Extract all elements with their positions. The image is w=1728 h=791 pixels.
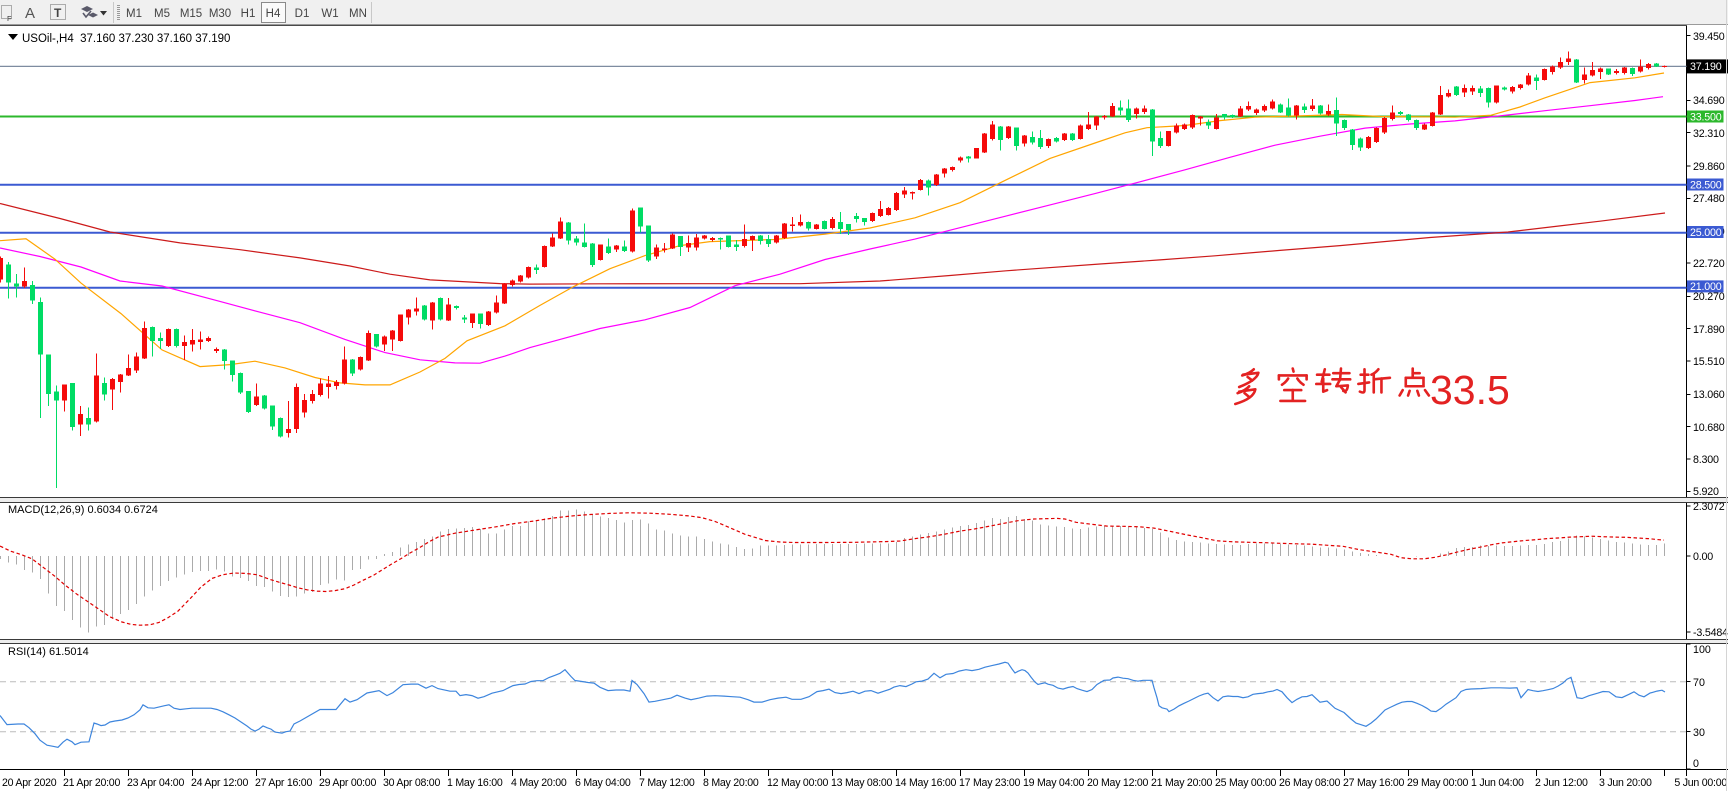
svg-text:27.480: 27.480: [1693, 193, 1725, 205]
svg-text:RSI(14) 61.5014: RSI(14) 61.5014: [8, 646, 89, 658]
svg-text:15.510: 15.510: [1693, 356, 1725, 368]
svg-text:10.680: 10.680: [1693, 422, 1725, 434]
svg-text:29.860: 29.860: [1693, 161, 1725, 173]
svg-text:2.3072: 2.3072: [1693, 501, 1725, 513]
svg-text:13.060: 13.060: [1693, 389, 1725, 401]
svg-text:1 May 16:00: 1 May 16:00: [447, 777, 503, 789]
svg-text:21.000: 21.000: [1690, 281, 1722, 293]
svg-text:8 May 20:00: 8 May 20:00: [703, 777, 759, 789]
svg-text:22.720: 22.720: [1693, 258, 1725, 270]
svg-text:29 Apr 00:00: 29 Apr 00:00: [319, 777, 376, 789]
svg-text:33.5: 33.5: [1430, 367, 1510, 413]
svg-text:24 Apr 12:00: 24 Apr 12:00: [191, 777, 248, 789]
svg-text:30: 30: [1693, 727, 1705, 739]
svg-text:M15: M15: [180, 8, 202, 20]
svg-text:0.00: 0.00: [1693, 551, 1713, 563]
svg-text:4 May 20:00: 4 May 20:00: [511, 777, 567, 789]
svg-text:5 Jun 00:00: 5 Jun 00:00: [1674, 777, 1727, 789]
svg-text:M5: M5: [154, 8, 170, 20]
svg-text:USOil-,H4 37.160 37.230 37.16: USOil-,H4 37.160 37.230 37.160 37.190: [22, 33, 230, 45]
svg-text:T: T: [54, 6, 62, 20]
svg-text:D1: D1: [295, 8, 310, 20]
svg-text:MACD(12,26,9) 0.6034 0.6724: MACD(12,26,9) 0.6034 0.6724: [8, 504, 158, 516]
svg-text:37.190: 37.190: [1690, 61, 1722, 73]
svg-text:A: A: [25, 5, 35, 22]
svg-text:13 May 08:00: 13 May 08:00: [831, 777, 893, 789]
svg-text:2 Jun 12:00: 2 Jun 12:00: [1535, 777, 1588, 789]
svg-text:F: F: [7, 14, 12, 23]
svg-text:26 May 08:00: 26 May 08:00: [1279, 777, 1341, 789]
svg-text:3 Jun 20:00: 3 Jun 20:00: [1599, 777, 1652, 789]
svg-text:17.890: 17.890: [1693, 324, 1725, 336]
svg-text:34.690: 34.690: [1693, 95, 1725, 107]
svg-text:33.500: 33.500: [1690, 111, 1722, 123]
svg-text:70: 70: [1693, 677, 1705, 689]
svg-text:20 Apr 2020: 20 Apr 2020: [2, 777, 57, 789]
svg-text:0: 0: [1693, 758, 1699, 770]
svg-text:14 May 16:00: 14 May 16:00: [895, 777, 957, 789]
svg-text:21 Apr 20:00: 21 Apr 20:00: [63, 777, 120, 789]
svg-text:100: 100: [1693, 644, 1711, 656]
svg-text:H4: H4: [266, 8, 281, 20]
svg-text:8.300: 8.300: [1693, 454, 1719, 466]
svg-text:-3.5484: -3.5484: [1693, 627, 1728, 639]
svg-text:M1: M1: [126, 8, 142, 20]
svg-text:20 May 12:00: 20 May 12:00: [1087, 777, 1149, 789]
svg-text:20.270: 20.270: [1693, 291, 1725, 303]
svg-text:27 May 16:00: 27 May 16:00: [1343, 777, 1405, 789]
svg-text:W1: W1: [321, 8, 338, 20]
svg-text:H1: H1: [241, 8, 256, 20]
svg-text:29 May 00:00: 29 May 00:00: [1407, 777, 1469, 789]
svg-text:21 May 20:00: 21 May 20:00: [1151, 777, 1213, 789]
svg-text:M30: M30: [209, 8, 231, 20]
svg-text:32.310: 32.310: [1693, 128, 1725, 140]
svg-text:1 Jun 04:00: 1 Jun 04:00: [1471, 777, 1524, 789]
svg-text:25 May 00:00: 25 May 00:00: [1215, 777, 1277, 789]
svg-text:MN: MN: [349, 8, 367, 20]
svg-text:5.920: 5.920: [1693, 486, 1719, 498]
svg-text:12 May 00:00: 12 May 00:00: [767, 777, 829, 789]
svg-text:25.000: 25.000: [1690, 227, 1722, 239]
svg-text:27 Apr 16:00: 27 Apr 16:00: [255, 777, 312, 789]
svg-text:7 May 12:00: 7 May 12:00: [639, 777, 695, 789]
svg-text:39.450: 39.450: [1693, 31, 1725, 43]
svg-text:19 May 04:00: 19 May 04:00: [1023, 777, 1085, 789]
svg-text:30 Apr 08:00: 30 Apr 08:00: [383, 777, 440, 789]
svg-text:6 May 04:00: 6 May 04:00: [575, 777, 631, 789]
svg-text:17 May 23:00: 17 May 23:00: [959, 777, 1021, 789]
svg-text:23 Apr 04:00: 23 Apr 04:00: [127, 777, 184, 789]
svg-text:28.500: 28.500: [1690, 179, 1722, 191]
